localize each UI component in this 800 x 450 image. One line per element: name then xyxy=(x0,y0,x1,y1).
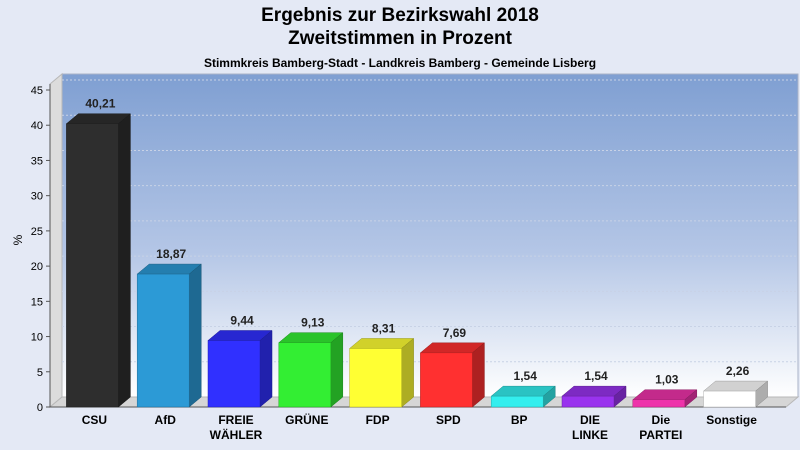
bar-front xyxy=(278,342,332,408)
y-tick-label: 10 xyxy=(31,332,43,344)
bar-side xyxy=(118,113,131,408)
bar xyxy=(65,113,132,408)
chart-title-line1: Ergebnis zur Bezirkswahl 2018 xyxy=(261,5,539,26)
bar xyxy=(348,337,415,408)
y-axis-title: % xyxy=(11,234,25,245)
bar-side xyxy=(330,332,344,408)
y-tick-label: 0 xyxy=(37,402,43,414)
data-label: 2,26 xyxy=(726,364,750,378)
x-tick-label: DIE xyxy=(580,413,600,427)
data-label: 7,69 xyxy=(443,326,467,340)
bar xyxy=(702,380,769,408)
x-tick-label: SPD xyxy=(436,413,461,427)
bar-front xyxy=(561,395,615,408)
x-tick-label: FDP xyxy=(366,413,390,427)
bar-front xyxy=(490,395,544,408)
bar xyxy=(207,329,273,408)
data-label: 40,21 xyxy=(85,97,115,111)
bar xyxy=(278,332,344,408)
data-label: 18,87 xyxy=(156,247,186,261)
x-tick-label: FREIE xyxy=(218,413,253,427)
y-tick-label: 25 xyxy=(31,226,43,238)
bar-side xyxy=(188,263,202,408)
bar-side xyxy=(401,337,414,408)
bar-front xyxy=(703,390,756,408)
data-label: 9,44 xyxy=(230,314,254,328)
x-tick-label: PARTEI xyxy=(639,428,682,442)
bar xyxy=(136,263,202,408)
x-tick-label: AfD xyxy=(155,413,177,427)
bar xyxy=(561,385,627,408)
data-label: 8,31 xyxy=(372,321,396,335)
data-label: 9,13 xyxy=(301,316,325,330)
chart-title-line2: Zweitstimmen in Prozent xyxy=(288,28,512,49)
y-tick-label: 15 xyxy=(31,296,43,308)
bar-side xyxy=(472,342,485,408)
bar xyxy=(419,342,486,408)
bar-front xyxy=(420,352,473,408)
x-tick-label: Sonstige xyxy=(706,413,757,427)
bar xyxy=(490,385,556,408)
bar xyxy=(632,389,698,408)
y-tick-label: 40 xyxy=(31,120,43,132)
y-tick-label: 30 xyxy=(31,191,43,203)
x-tick-label: Die xyxy=(651,413,670,427)
data-label: 1,54 xyxy=(514,369,538,383)
bar-side xyxy=(259,329,273,408)
bar-front xyxy=(66,123,119,408)
x-tick-label: GRÜNE xyxy=(285,412,328,427)
bar-front xyxy=(349,348,402,408)
bar-front xyxy=(136,273,190,408)
data-label: 1,54 xyxy=(584,369,608,383)
chart-subtitle: Stimmkreis Bamberg-Stadt - Landkreis Bam… xyxy=(203,56,597,70)
y-tick-label: 45 xyxy=(31,85,43,97)
x-tick-label: CSU xyxy=(82,413,107,427)
bar-front xyxy=(207,340,261,408)
data-label: 1,03 xyxy=(655,373,679,387)
x-tick-label: LINKE xyxy=(572,428,608,442)
y-tick-label: 5 xyxy=(37,367,43,379)
x-tick-label: WÄHLER xyxy=(210,427,263,442)
y-tick-label: 35 xyxy=(31,155,43,167)
x-tick-label: BP xyxy=(511,413,528,427)
bar-front xyxy=(632,399,686,408)
title-block: Ergebnis zur Bezirkswahl 2018 Zweitstimm… xyxy=(0,4,800,70)
plot-side-wall xyxy=(49,72,63,409)
y-tick-label: 20 xyxy=(31,261,43,273)
